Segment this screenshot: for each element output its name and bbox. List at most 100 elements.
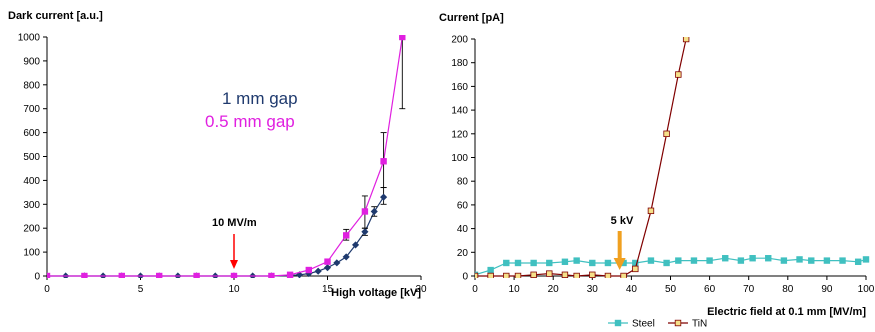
series-1-mm-gap [47,187,388,278]
data-point [305,266,312,274]
data-point [737,257,745,264]
data-point [675,257,682,264]
annotation-arrowhead [613,258,626,270]
y-tick-label: 600 [23,128,40,139]
data-point [854,258,862,265]
data-point [530,271,537,278]
y-tick-label: 60 [457,200,469,211]
legend-item-label: TiN [692,319,707,330]
y-tick-label: 500 [23,152,40,163]
y-tick-label: 700 [23,104,40,115]
data-point [286,271,294,278]
data-point [503,272,510,278]
data-point [530,259,537,267]
data-point [361,208,369,215]
data-point [47,272,51,278]
data-point [675,71,682,78]
data-point [663,259,670,267]
data-point [573,257,580,264]
data-point [604,259,612,267]
data-point [722,255,729,262]
data-point [268,272,275,278]
data-point [323,264,332,272]
data-point [546,270,553,277]
y-tick-label: 0 [462,272,468,283]
y-tick-label: 300 [23,200,40,211]
data-point [561,271,569,278]
data-point [682,37,690,43]
legend-marker [674,319,682,327]
y-tick-label: 200 [23,224,40,235]
data-point [380,193,388,201]
data-point [573,272,580,278]
data-point [862,256,870,263]
data-point [796,256,803,263]
y-tick-label: 1000 [18,33,41,44]
series-line [47,196,385,277]
data-point [314,267,322,275]
data-point [81,272,88,278]
x-tick-label: 70 [743,284,755,295]
y-tick-label: 80 [457,177,469,188]
data-point [780,257,788,264]
data-point [342,253,350,261]
y-tick-label: 120 [451,129,468,140]
x-tick-label: 50 [665,284,677,295]
chart-1: Dark current [a.u.]High voltage [kV]0100… [8,10,427,299]
series-annotation: 1 mm gap [222,89,298,108]
x-tick-label: 60 [704,284,716,295]
x-tick-label: 90 [821,284,833,295]
y-tick-label: 20 [457,248,469,259]
data-point [690,257,698,264]
x-tick-label: 10 [509,284,521,295]
x-tick-label: 15 [322,284,334,295]
data-point [706,257,713,264]
data-point [546,259,553,267]
data-point [514,259,522,267]
y-axis-label: Current [pA] [439,12,504,24]
data-point [823,257,831,264]
data-point [620,272,627,278]
data-point [647,207,655,215]
y-tick-label: 180 [451,58,468,69]
data-point [487,272,494,278]
data-point [503,259,510,267]
x-axis-label: High voltage [kV] [331,287,421,299]
data-point [351,241,360,249]
annotation-arrow-line [617,231,622,259]
y-axis-label: Dark current [a.u.] [8,10,103,22]
data-point [808,257,815,264]
y-tick-label: 200 [451,35,468,46]
x-axis-label: Electric field at 0.1 mm [MV/m] [707,306,866,318]
x-tick-label: 100 [858,284,875,295]
data-point [749,255,756,262]
data-point [380,158,387,165]
data-point [333,259,341,267]
data-point [475,272,479,278]
x-tick-label: 20 [415,284,427,295]
series-0-5-mm-gap [47,35,406,278]
y-tick-label: 160 [451,82,468,93]
data-point [589,271,596,278]
data-point [561,258,569,265]
data-point [663,130,670,137]
annotation-label: 5 kV [611,215,634,227]
x-tick-label: 5 [138,284,144,295]
x-tick-label: 0 [472,284,478,295]
series-line [47,36,403,277]
y-tick-label: 400 [23,176,40,187]
data-point [514,272,522,278]
series-line [475,38,687,277]
legend: Steel TiN [608,319,707,330]
data-point [230,272,238,278]
x-tick-label: 20 [548,284,560,295]
data-point [399,35,406,41]
x-tick-label: 40 [626,284,638,295]
y-tick-label: 100 [23,248,40,259]
x-tick-label: 80 [782,284,794,295]
chart-2: Current [pA] Electric field at 0.1 mm [MV… [439,12,875,330]
series-line [475,257,867,276]
data-point [370,207,378,216]
